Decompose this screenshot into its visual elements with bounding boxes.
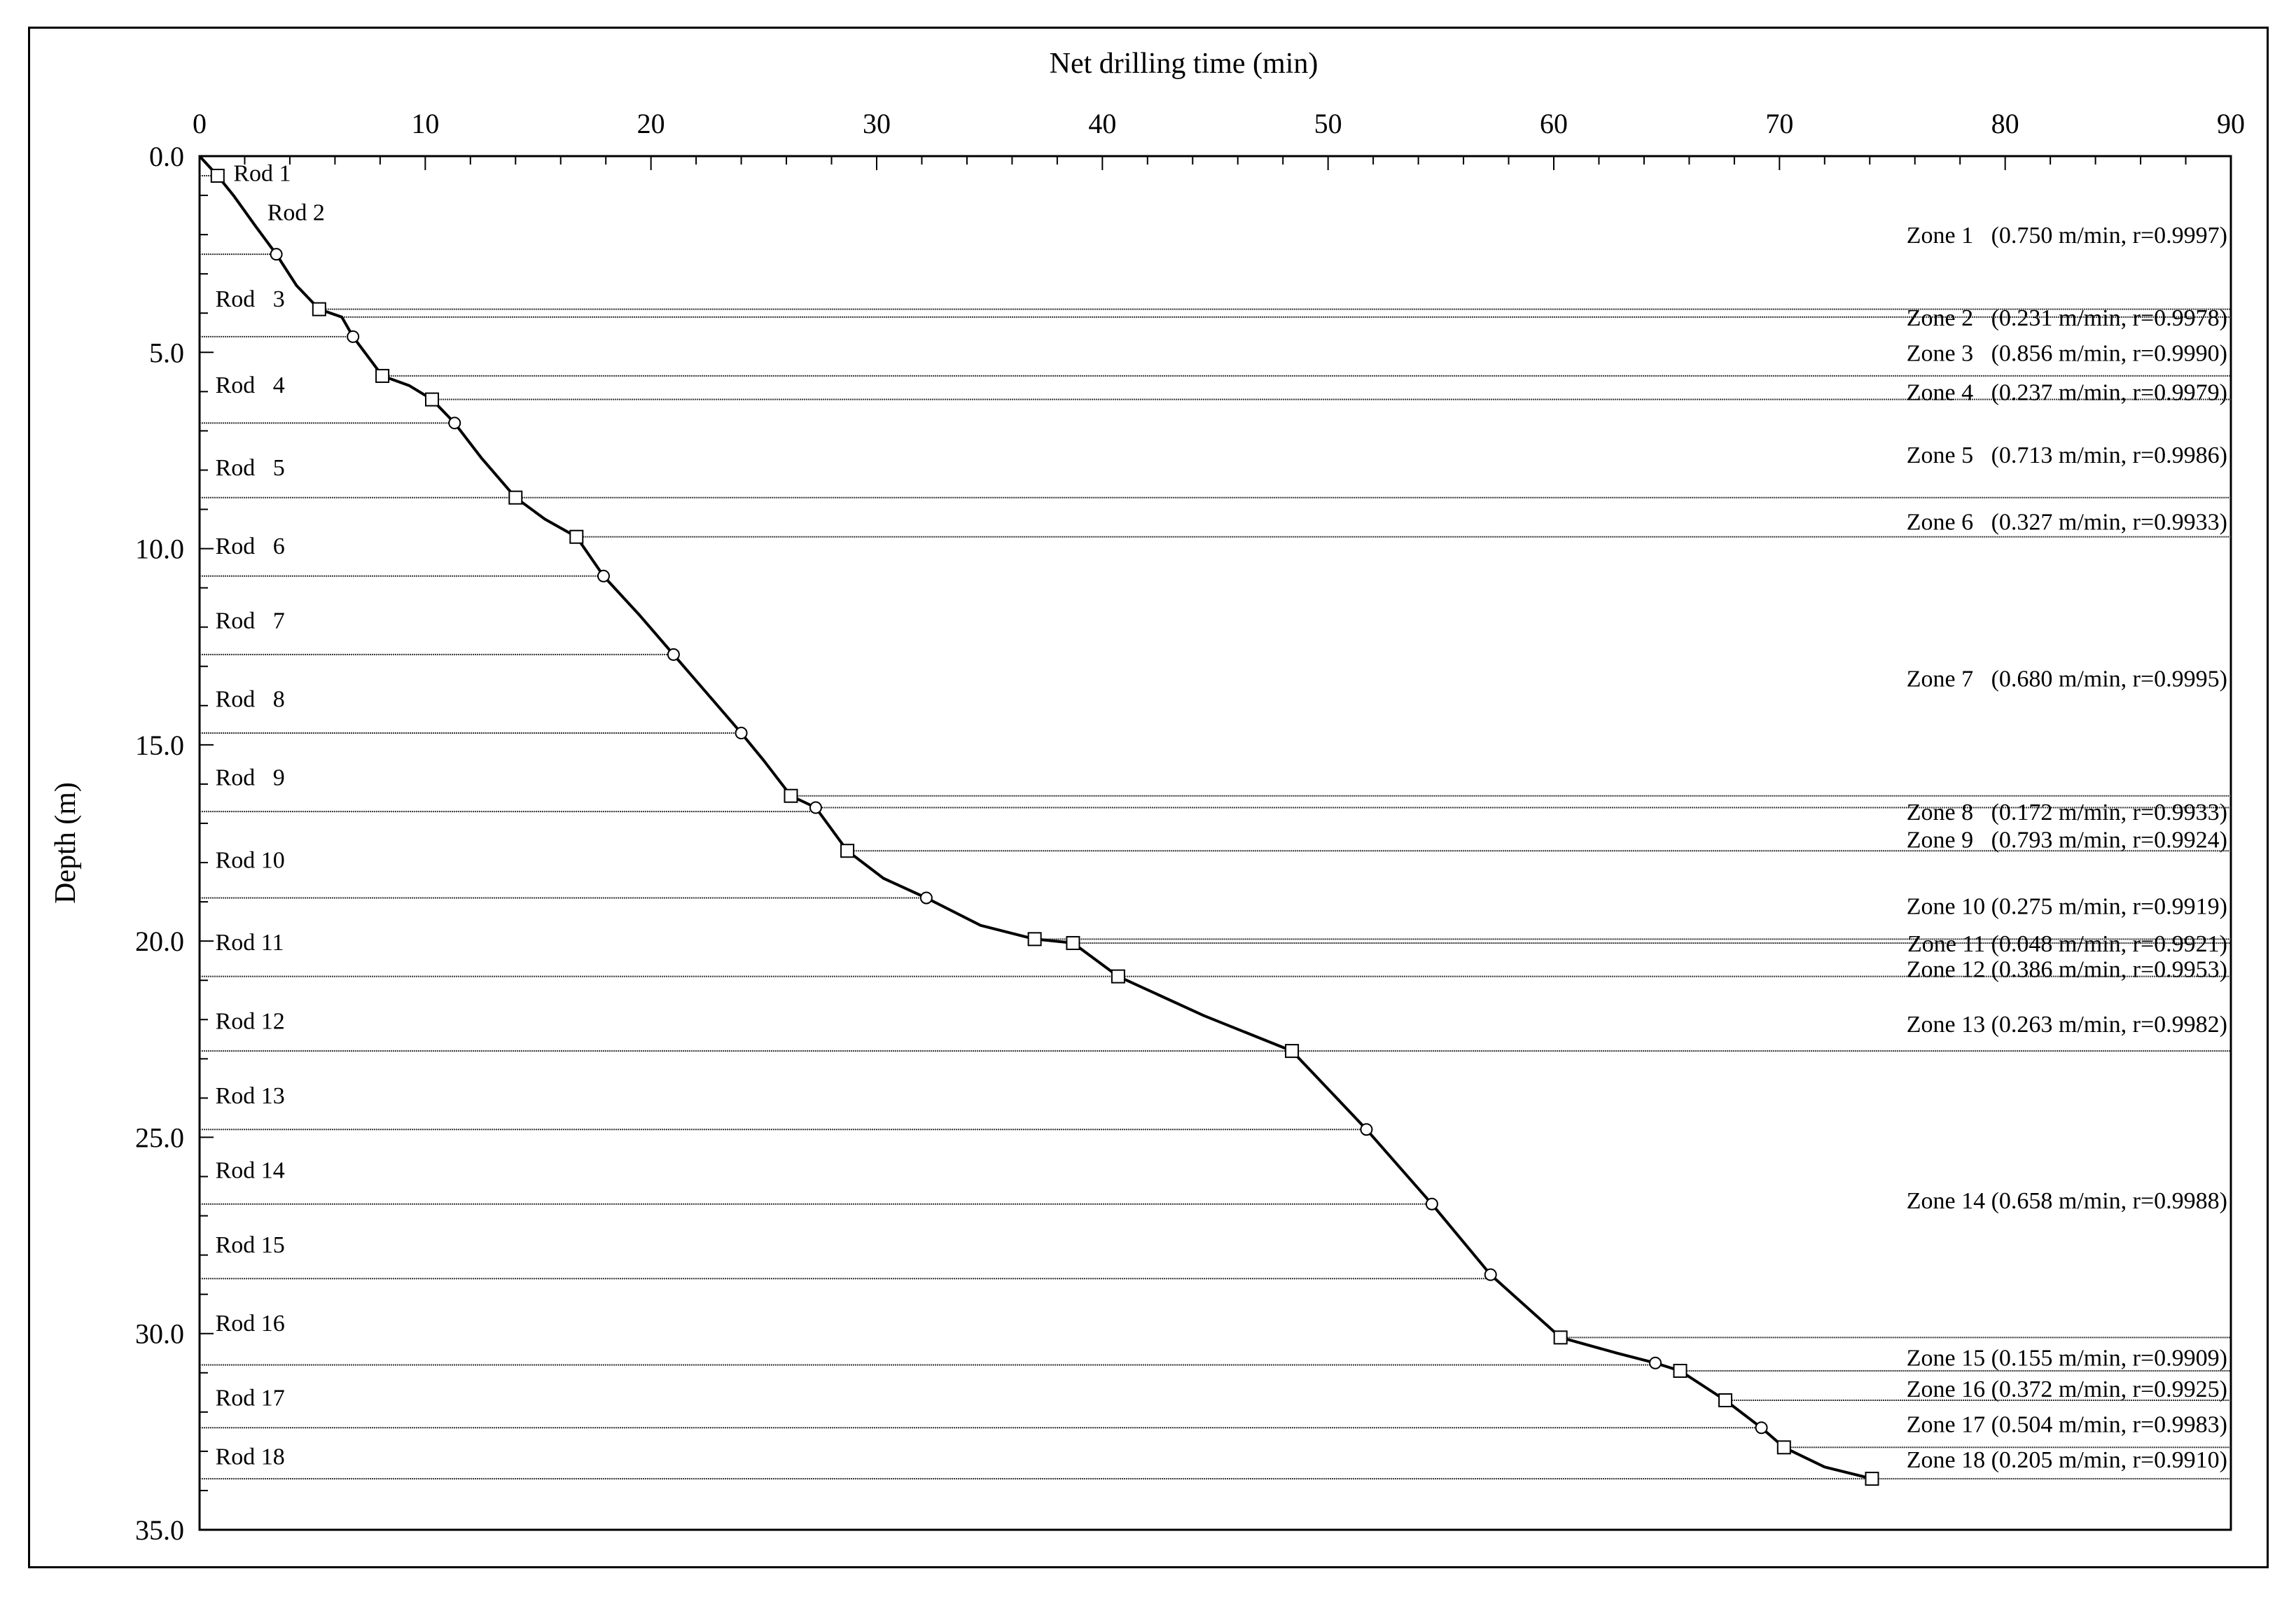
- zone-label: Zone 14 (0.658 m/min, r=0.9988): [1907, 1188, 2227, 1214]
- zone-change-marker: [508, 490, 523, 505]
- zone-change-marker: [1673, 1363, 1688, 1378]
- zone-label: Zone 9 (0.793 m/min, r=0.9924): [1907, 827, 2227, 853]
- rod-label: Rod 16: [216, 1311, 285, 1337]
- rod-change-marker: [347, 330, 360, 343]
- zone-change-marker: [1027, 932, 1042, 947]
- zone-change-marker: [375, 368, 390, 383]
- rod-label: Rod 11: [216, 930, 284, 956]
- rod-label: Rod 17: [216, 1385, 285, 1411]
- rod-label: Rod 6: [216, 534, 285, 559]
- zone-label: Zone 8 (0.172 m/min, r=0.9933): [1907, 800, 2227, 825]
- rod-change-marker: [270, 248, 283, 261]
- y-tick-label: 5.0: [149, 337, 184, 368]
- x-tick-label: 20: [637, 108, 665, 139]
- rod-label: Rod 5: [216, 455, 285, 481]
- zone-label: Zone 13 (0.263 m/min, r=0.9982): [1907, 1012, 2227, 1038]
- zone-change-marker: [569, 529, 584, 544]
- x-axis-title: Net drilling time (min): [1050, 48, 1319, 80]
- rod-change-marker: [1484, 1268, 1497, 1281]
- y-axis-title: Depth (m): [50, 782, 82, 904]
- rod-change-marker: [1649, 1356, 1662, 1369]
- chart-frame: [28, 27, 2269, 1568]
- rod-label: Rod 4: [216, 372, 285, 398]
- zone-label: Zone 7 (0.680 m/min, r=0.9995): [1907, 667, 2227, 692]
- rod-change-marker: [919, 891, 933, 905]
- x-tick-label: 70: [1765, 108, 1793, 139]
- zone-change-marker: [784, 788, 798, 803]
- rod-label: Rod 10: [216, 847, 285, 873]
- zone-label: Zone 2 (0.231 m/min, r=0.9978): [1907, 305, 2227, 331]
- x-tick-label: 30: [863, 108, 891, 139]
- zone-label: Zone 6 (0.327 m/min, r=0.9933): [1907, 509, 2227, 535]
- x-tick-label: 80: [1991, 108, 2019, 139]
- zone-change-marker: [1285, 1044, 1300, 1059]
- y-tick-label: 30.0: [135, 1318, 184, 1350]
- zone-label: Zone 12 (0.386 m/min, r=0.9953): [1907, 956, 2227, 982]
- rod-change-marker: [1360, 1123, 1373, 1136]
- zone-change-marker: [1776, 1440, 1791, 1455]
- zone-change-marker: [1111, 969, 1125, 984]
- y-tick-label: 0.0: [149, 141, 184, 172]
- zone-label: Zone 3 (0.856 m/min, r=0.9990): [1907, 340, 2227, 366]
- zone-label: Zone 17 (0.504 m/min, r=0.9983): [1907, 1412, 2227, 1438]
- y-tick-label: 10.0: [135, 534, 184, 565]
- x-tick-label: 10: [411, 108, 439, 139]
- zone-change-marker: [1718, 1393, 1732, 1408]
- rod-label: Rod 14: [216, 1157, 285, 1183]
- rod-change-marker: [809, 801, 822, 814]
- zone-label: Zone 5 (0.713 m/min, r=0.9986): [1907, 442, 2227, 468]
- x-tick-label: 0: [193, 108, 207, 139]
- rod-label: Rod 13: [216, 1083, 285, 1109]
- rod-change-marker: [1425, 1197, 1438, 1211]
- x-tick-label: 90: [2217, 108, 2245, 139]
- plot-area: [198, 155, 2232, 1531]
- y-tick-label: 15.0: [135, 730, 184, 761]
- zone-change-marker: [312, 302, 326, 316]
- zone-change-marker: [1066, 935, 1080, 950]
- rod-label: Rod 12: [216, 1008, 285, 1034]
- rod-label: Rod 18: [216, 1444, 285, 1470]
- rod-label: Rod 3: [216, 286, 285, 312]
- zone-change-marker: [1553, 1330, 1568, 1345]
- drilling-curve: [198, 155, 1872, 1481]
- zone-change-marker: [210, 169, 225, 183]
- zone-label: Zone 16 (0.372 m/min, r=0.9925): [1907, 1376, 2227, 1402]
- zone-label: Zone 15 (0.155 m/min, r=0.9909): [1907, 1345, 2227, 1371]
- rod-label: Rod 9: [216, 765, 285, 791]
- y-tick-label: 20.0: [135, 926, 184, 957]
- rod-change-marker: [1755, 1421, 1768, 1435]
- zone-label: Zone 4 (0.237 m/min, r=0.9979): [1907, 379, 2227, 405]
- rod-label: Rod 8: [216, 687, 285, 713]
- rod-label: Rod 2: [267, 200, 325, 225]
- y-tick-label: 25.0: [135, 1122, 184, 1153]
- rod-label: Rod 7: [216, 608, 285, 634]
- x-tick-label: 40: [1088, 108, 1116, 139]
- zone-label: Zone 18 (0.205 m/min, r=0.9910): [1907, 1447, 2227, 1473]
- rod-label: Rod 15: [216, 1232, 285, 1258]
- zone-label: Zone 10 (0.275 m/min, r=0.9919): [1907, 894, 2227, 920]
- x-tick-label: 50: [1314, 108, 1342, 139]
- zone-label: Zone 1 (0.750 m/min, r=0.9997): [1907, 223, 2227, 249]
- rod-change-marker: [597, 569, 610, 583]
- zone-change-marker: [1865, 1472, 1879, 1486]
- rod-change-marker: [448, 417, 461, 430]
- x-tick-label: 60: [1540, 108, 1568, 139]
- y-tick-label: 35.0: [135, 1514, 184, 1546]
- rod-label: Rod 1: [233, 160, 291, 186]
- zone-change-marker: [425, 392, 440, 407]
- zone-label: Zone 11 (0.048 m/min, r=0.9921): [1907, 931, 2227, 957]
- rod-change-marker: [667, 648, 680, 661]
- zone-change-marker: [840, 844, 855, 858]
- rod-change-marker: [735, 727, 748, 740]
